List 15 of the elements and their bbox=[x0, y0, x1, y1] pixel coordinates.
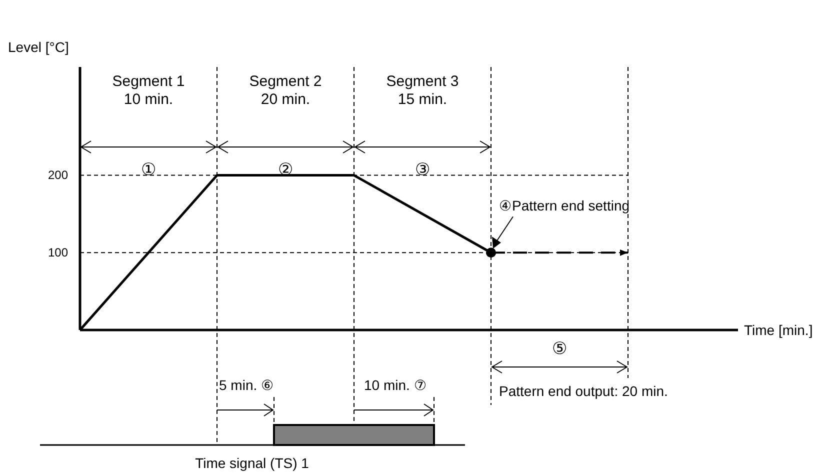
y-tick-label: 200 bbox=[48, 168, 68, 182]
annotation: ④Pattern end setting bbox=[499, 198, 630, 214]
text: Pattern end output: 20 min. bbox=[499, 383, 668, 399]
text: 5 min. ⑥ bbox=[219, 377, 274, 393]
y-tick-label: 100 bbox=[48, 245, 68, 260]
text: Time signal (TS) 1 bbox=[195, 455, 310, 471]
annotation: ③ bbox=[415, 160, 430, 179]
annotation: Segment 1 10 min. bbox=[112, 73, 185, 108]
text: Time [min.] bbox=[744, 322, 813, 338]
y-axis-title: Level [°C] bbox=[8, 39, 69, 55]
text: 10 min. ⑦ bbox=[364, 377, 427, 393]
text: ⑤ bbox=[552, 339, 567, 358]
annotation: Segment 2 20 min. bbox=[249, 73, 322, 108]
annotation: ① bbox=[141, 160, 156, 179]
annotation: Segment 3 15 min. bbox=[386, 73, 459, 108]
